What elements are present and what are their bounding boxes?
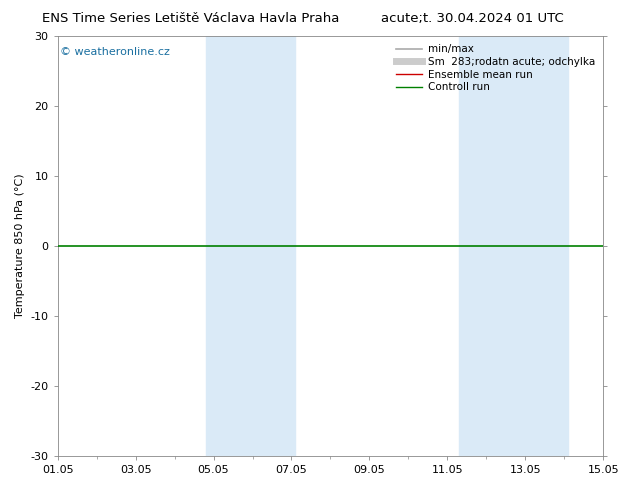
Bar: [459, 36, 568, 456]
Text: © weatheronline.cz: © weatheronline.cz: [60, 47, 171, 57]
Text: acute;t. 30.04.2024 01 UTC: acute;t. 30.04.2024 01 UTC: [381, 12, 564, 25]
Legend: min/max, Sm  283;rodatn acute; odchylka, Ensemble mean run, Controll run: min/max, Sm 283;rodatn acute; odchylka, …: [393, 41, 598, 96]
Bar: [206, 36, 295, 456]
Y-axis label: Temperature 850 hPa (°C): Temperature 850 hPa (°C): [15, 174, 25, 318]
Text: ENS Time Series Letiště Václava Havla Praha: ENS Time Series Letiště Václava Havla Pr…: [41, 12, 339, 25]
